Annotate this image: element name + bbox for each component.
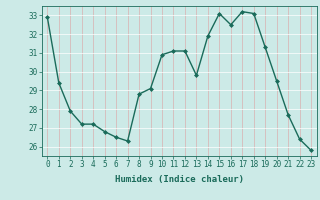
X-axis label: Humidex (Indice chaleur): Humidex (Indice chaleur) <box>115 175 244 184</box>
